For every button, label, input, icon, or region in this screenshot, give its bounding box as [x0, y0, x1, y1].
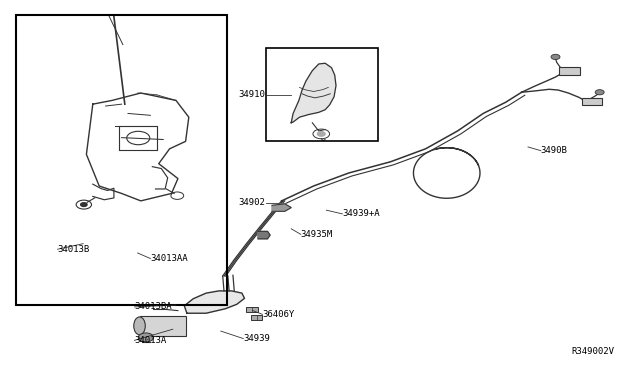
Bar: [16, 15, 227, 305]
Bar: [119, 126, 157, 150]
Text: 34910: 34910: [239, 90, 266, 99]
Text: R349002V: R349002V: [572, 347, 614, 356]
Ellipse shape: [134, 317, 145, 335]
Text: 36406Y: 36406Y: [262, 310, 294, 319]
Text: 34935M: 34935M: [301, 230, 333, 239]
Polygon shape: [291, 63, 336, 123]
Text: 34013BA: 34013BA: [134, 302, 172, 311]
Circle shape: [138, 333, 154, 342]
Text: 34902: 34902: [239, 198, 266, 207]
Circle shape: [551, 54, 560, 60]
Bar: [246, 307, 258, 312]
Polygon shape: [258, 231, 270, 239]
Bar: [251, 315, 262, 320]
Text: 34013A: 34013A: [134, 336, 166, 345]
Bar: [559, 67, 580, 75]
Polygon shape: [272, 204, 291, 211]
Circle shape: [595, 90, 604, 95]
Text: 3490B: 3490B: [541, 146, 568, 155]
Text: 34939: 34939: [243, 334, 270, 343]
Bar: [266, 48, 378, 141]
Text: 34013B: 34013B: [58, 245, 90, 254]
Bar: [140, 316, 186, 336]
Text: 34939+A: 34939+A: [342, 209, 380, 218]
Circle shape: [317, 132, 325, 136]
Polygon shape: [184, 291, 244, 313]
Text: 34013AA: 34013AA: [150, 254, 188, 263]
Circle shape: [81, 203, 87, 206]
Bar: [582, 98, 602, 105]
